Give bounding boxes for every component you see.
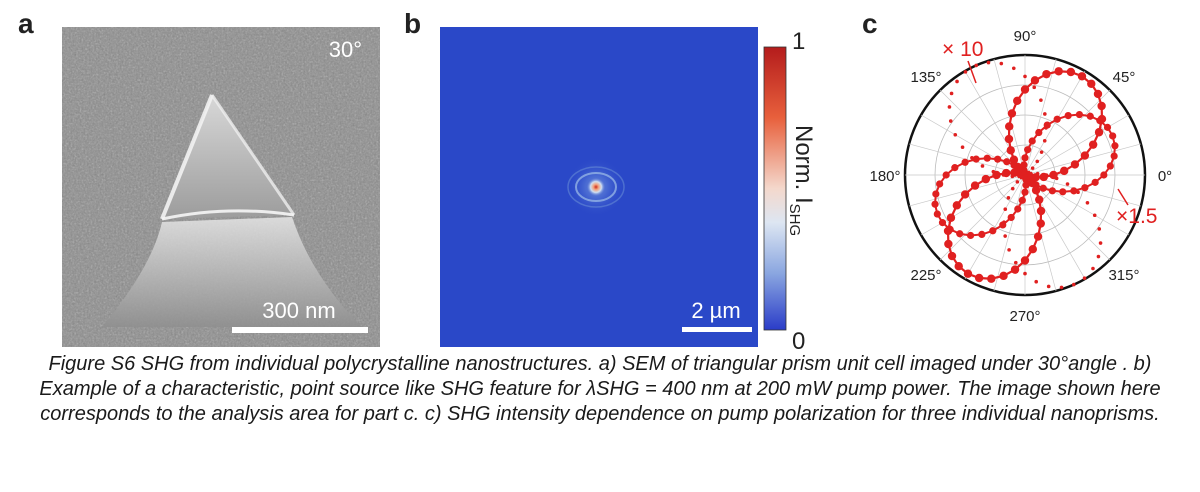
shg-scale-bar-label: 2 µm [691,298,740,323]
series-c-point [1034,279,1039,284]
colorbar-max-label: 1 [792,28,805,55]
polar-grid-spoke [1024,174,1057,292]
annotation-x1-5: ×1.5 [1116,205,1157,228]
colorbar-gradient [763,46,787,331]
polar-angle-label: 180° [869,168,900,185]
series-c-point [1023,271,1027,276]
panel-letter-a: a [18,8,34,39]
series-c-point [1003,207,1008,211]
series-c-point [1035,159,1040,164]
series-c-point [948,119,953,123]
series-c-point [1076,190,1080,195]
series-c-point [1011,66,1016,71]
colorbar-title: Norm. ISHG [786,125,817,236]
series-c-point [1013,260,1018,265]
series-c-point [1097,227,1102,231]
panel-letter-c: c [862,8,878,39]
series-c-point [1046,284,1051,289]
series-c-point [953,132,958,137]
polar-angle-label: 90° [1014,28,1037,45]
series-c-point [1023,74,1027,79]
polar-grid-spoke [1024,89,1111,176]
polar-grid-spoke [993,58,1026,176]
series-line [946,70,1104,280]
series-c-point [1015,180,1020,184]
series-c-point [1035,171,1040,176]
series-c-point [963,70,968,74]
series-c-point [960,145,965,149]
polar-angle-label: 270° [1009,308,1040,325]
series-c-point [1030,166,1035,170]
annotation-x10: × 10 [942,38,983,61]
panel-letter-b: b [404,8,422,39]
polar-grid [903,53,1147,297]
polar-labels: 0° 45° 90° 135° 180° 225° 270° 315° [869,28,1172,325]
series-c-point [1096,254,1101,259]
series-c-point [1039,150,1044,154]
polar-grid-spoke [1024,70,1086,176]
series-c-point [970,155,974,160]
prism-body [162,95,294,219]
sem-image: 30° 300 nm [62,27,380,347]
series-c-point [1026,170,1031,175]
series-c-point [1003,234,1007,238]
series-c-point [1085,201,1090,205]
polar-grid-spoke [964,174,1026,280]
series-c-point [991,169,996,174]
polar-angle-label: 225° [910,267,941,284]
series-c-point [1007,248,1011,252]
shg-map: 2 µm [440,27,758,347]
polar-angle-label: 0° [1158,168,1172,185]
series-c-point [1091,266,1095,271]
series-line [934,113,1116,237]
polar-data [931,60,1119,290]
sem-angle-label: 30° [329,37,362,62]
figure-caption: Figure S6 SHG from individual polycrysta… [39,353,1161,425]
polar-grid-spoke [908,174,1026,207]
series-c-point [955,79,959,84]
colorbar-min-label: 0 [792,328,805,350]
series-c-point [986,60,991,65]
series-c-point [949,91,954,96]
series-c-point [1071,282,1076,287]
shg-hotspot [586,177,606,197]
colorbar: 1 0 Norm. ISHG [763,28,817,350]
polar-grid-spoke [993,174,1026,292]
series-c-point [1054,176,1059,181]
sem-scale-bar-label: 300 nm [262,298,335,323]
series-c-point [999,61,1004,66]
series-c-point [1010,186,1015,191]
series-c-point [947,105,952,109]
polar-grid-spoke [939,174,1026,261]
series-c-point [1010,174,1015,179]
polar-angle-label: 45° [1113,69,1136,86]
polar-grid-spoke [1024,58,1057,176]
annotation-x1-5-arrow [1117,188,1129,206]
series-c-point [1098,241,1103,245]
series-c-point [1042,139,1047,143]
series-c-point [1032,85,1037,90]
polar-grid-spoke [1024,143,1142,176]
polar-grid-spoke [1024,114,1130,176]
sem-scale-bar [232,327,368,333]
series-c-point [1065,182,1070,186]
series-c-point [1019,175,1024,180]
colorbar-title-subscript: SHG [786,204,803,237]
series-c-point [1092,213,1097,218]
series-c-point [1039,98,1043,102]
polar-angle-label: 315° [1108,267,1139,284]
colorbar-title-main: Norm. I [790,125,817,204]
prism-base [102,217,362,327]
series-c-point [1043,112,1047,116]
shg-scale-bar [682,327,752,332]
series-c-point [1082,276,1087,280]
series-c-point [974,63,979,68]
polar-angle-label: 135° [910,69,941,86]
polar-grid-spoke [920,174,1026,236]
polar-plot: 0° 45° 90° 135° 180° 225° 270° 315° × 10 ×1.5 [869,28,1172,325]
annotation-x10-arrow [967,60,977,84]
series-c-point [1059,285,1064,290]
series-c-point [980,164,985,168]
series-c-point [1006,196,1011,200]
